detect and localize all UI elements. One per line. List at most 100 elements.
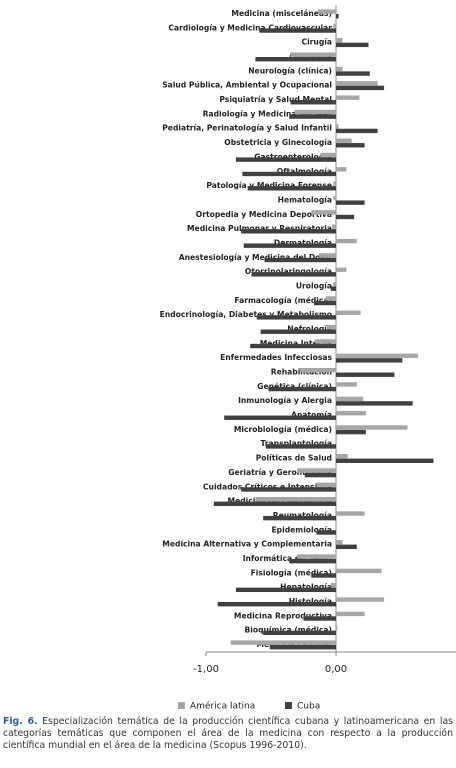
category-label: Dermatología [274,238,332,247]
category-label: Patología y Medicina Forense [206,181,332,190]
bar [230,640,336,645]
x-tick-label: -1,00 [193,664,219,675]
bar [251,272,336,277]
bar [336,124,339,129]
category-label: Genética (clínica) [257,382,332,391]
category-label: Geriatría y Gerontología [228,468,332,477]
category-label: Farmacología (médica) [234,296,332,305]
bar [336,396,364,402]
category-label: Medicina (misceláneas) [231,9,332,18]
bar [336,544,357,550]
bar [333,195,336,201]
bar [299,367,336,373]
bar [336,81,378,86]
bar [336,95,360,100]
bar [241,229,336,234]
bar [336,214,355,220]
bar [336,401,413,406]
bar [315,339,336,344]
category-label: Endocrinología, Diabetes y Metabolismo [160,310,332,319]
bar [241,487,336,492]
bar [336,611,365,617]
bar [336,382,357,387]
bar [320,152,336,158]
bar [336,66,343,72]
bar [213,501,336,506]
bar [336,38,343,43]
bar [297,554,336,559]
bar [289,558,336,564]
category-label: Radiología y Medicina Nuclear [203,109,333,118]
bar [319,253,336,258]
bar [260,329,336,334]
chart: -1,00 0,00 1,00 Medicina (misceláneas) Cardi… [160,5,456,712]
bar [297,468,336,473]
bar [336,200,365,205]
bar [326,324,336,330]
bar [289,114,336,119]
category-label: Neurología (clínica) [248,66,332,75]
category-label: Medicina Reproductiva [234,611,332,620]
bar [336,238,357,244]
bar [336,597,385,602]
bar [259,28,336,33]
category-label: Anestesiología y Medicina del Dolor [179,253,332,262]
caption-label: Fig. 6. [3,716,38,727]
bar [317,9,336,14]
bar [250,343,336,349]
bar [333,23,336,29]
bar [316,482,336,488]
bar [336,453,348,459]
bar [268,386,336,392]
bar [336,143,365,148]
bar [224,415,336,420]
category-label: Urología [296,281,332,290]
bar [247,186,336,191]
bar [304,472,336,478]
legend-swatch [285,702,292,709]
category-label: Ortopedia y Medicina Deportiva [196,210,332,219]
bar [336,626,338,631]
category-label: Nefrología [287,325,332,334]
category-label: Pediatría, Perinatología y Salud Infanti… [162,124,332,133]
bar [311,573,336,578]
bar [336,568,382,574]
category-label: Cirugía [302,38,333,47]
bar [264,257,336,263]
bar [336,353,418,358]
x-tick-label: 0,00 [325,664,347,675]
category-label: Reumatología [273,511,332,520]
bar [336,425,408,430]
bar [336,540,343,545]
bar [336,511,365,516]
x-tick-label: 1,00 [455,664,456,675]
caption-text: Especialización temática de la producció… [3,716,453,751]
category-label: Hepatología [280,583,332,592]
category-label: Psiquiatría y Salud Mental [219,95,332,104]
category-label: Enfermedades Infecciosas [220,353,332,362]
bar [333,181,336,186]
bar [330,583,336,588]
bar [313,300,336,306]
bar [290,100,336,105]
category-label: Hematología [278,195,332,204]
bar [263,630,336,636]
category-label: Microbiología (médica) [234,425,332,434]
bar [325,296,336,301]
legend-swatch [178,702,185,709]
bar [294,109,336,115]
bar [235,157,336,162]
bar [336,71,370,76]
category-label: Anatomía [291,411,332,420]
category-label: Fisiología (médica) [251,568,332,577]
bar [336,128,378,134]
bar [256,315,336,320]
bar [243,243,336,248]
category-label: Medicina Pulmonar y Respiratoria [187,224,332,233]
bar [336,267,347,272]
category-label: Salud Pública, Ambiental y Ocupacional [162,81,332,90]
category-label: Cardiología y Medicina Cardiovascular [168,23,332,32]
caption: Fig. 6. Especialización temática de la p… [3,716,453,752]
bar [336,372,395,377]
bar [336,358,403,363]
